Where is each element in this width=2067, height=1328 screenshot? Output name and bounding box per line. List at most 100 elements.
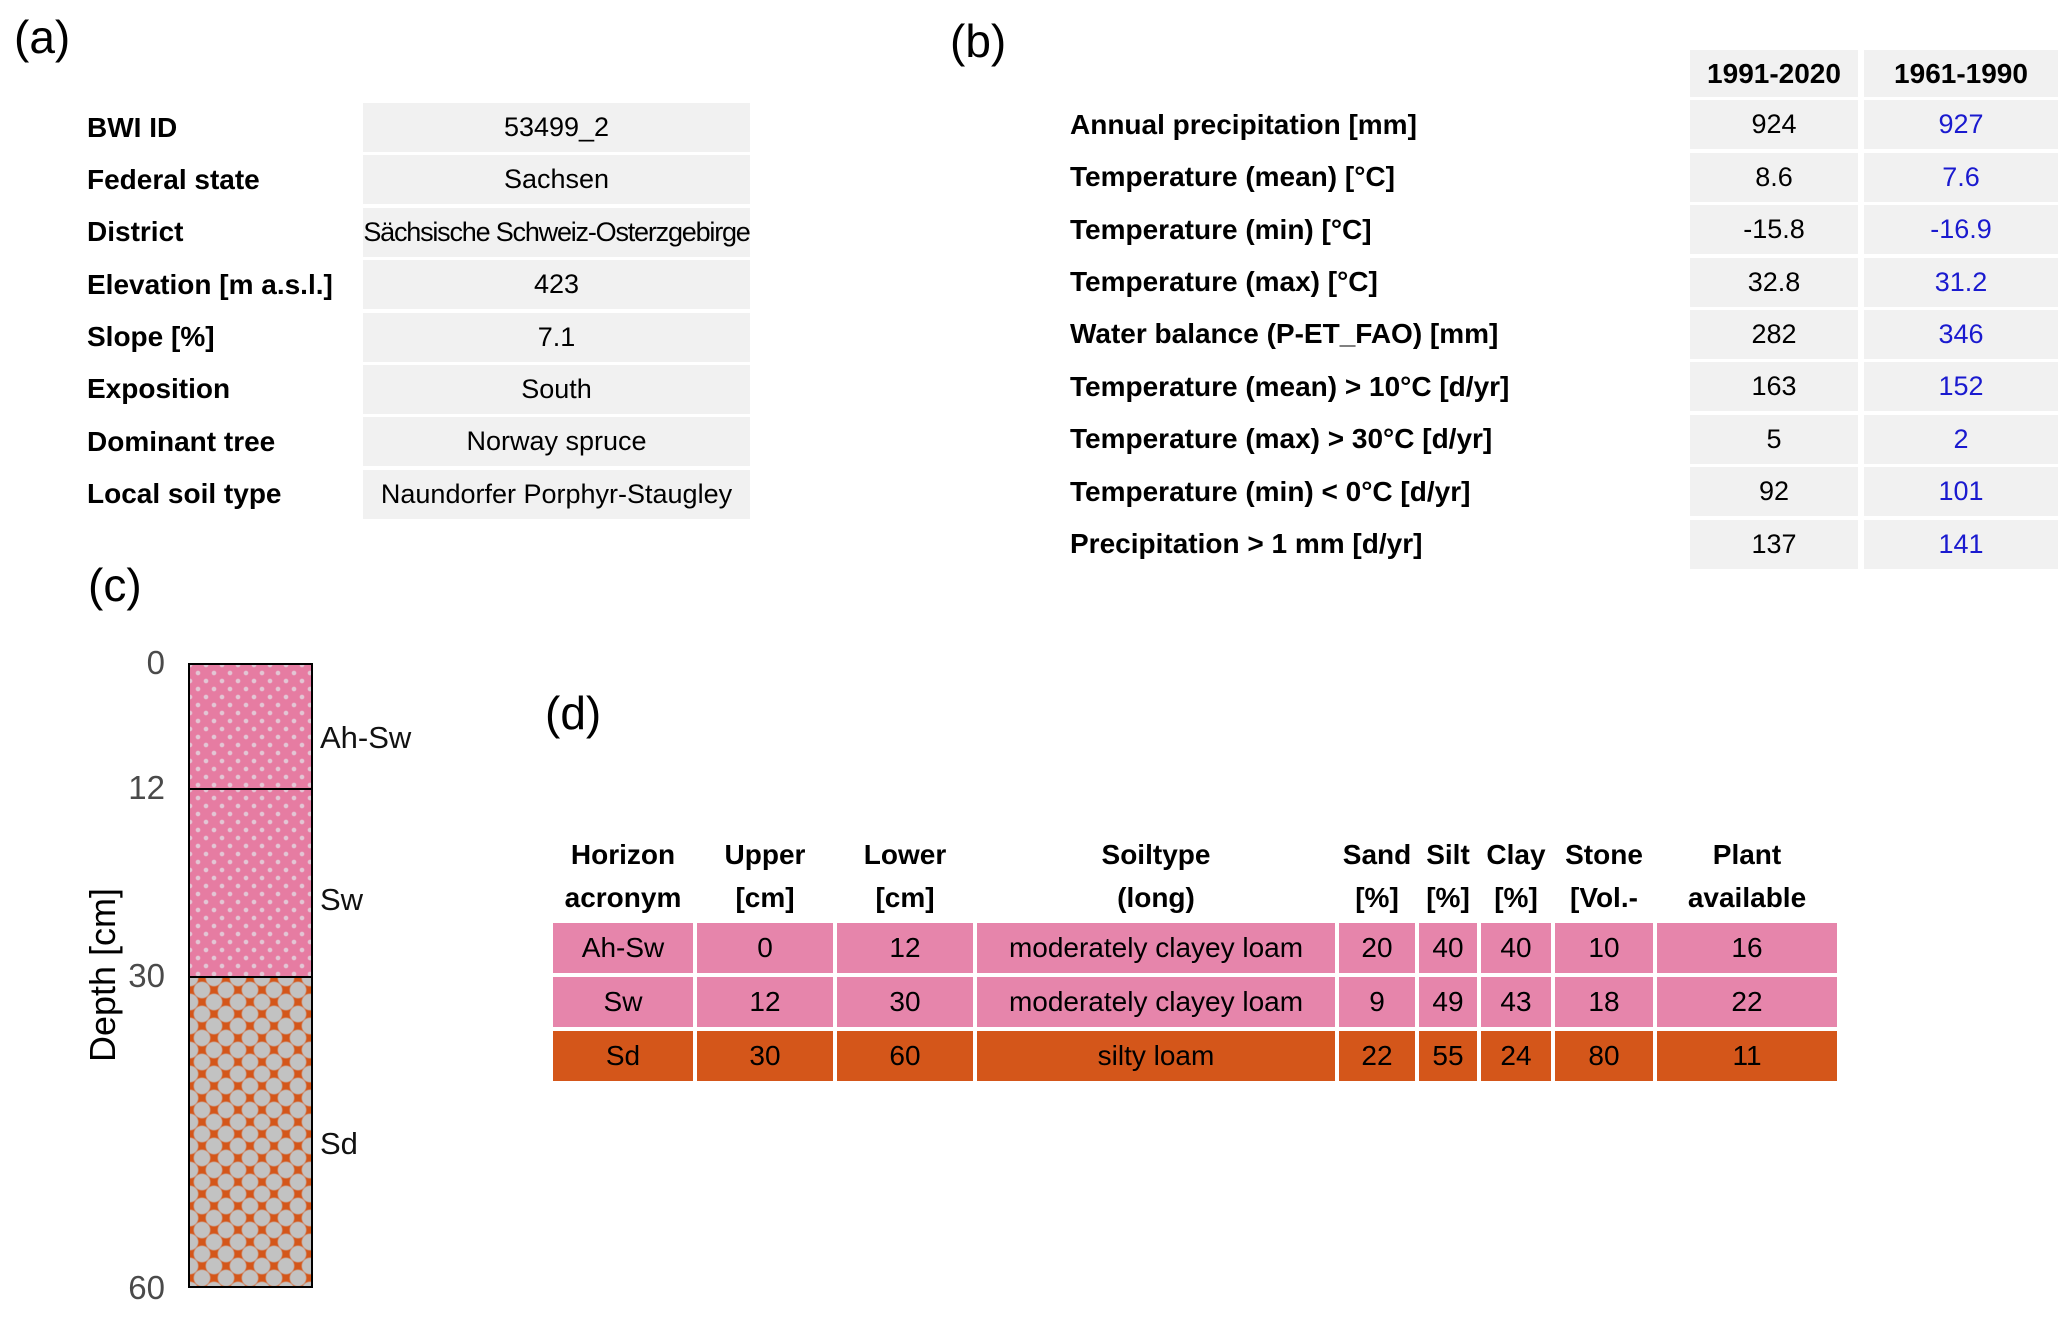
horizon-cell: 60 bbox=[837, 1031, 973, 1081]
site-row-label: Federal state bbox=[87, 163, 260, 195]
climate-value-reference: 141 bbox=[1864, 519, 2058, 569]
panel-c-letter: (c) bbox=[88, 559, 142, 611]
horizon-cell: 20 bbox=[1339, 923, 1415, 973]
soil-layer-sw bbox=[190, 788, 311, 976]
soil-layer-label-sd: Sd bbox=[320, 1126, 358, 1161]
panel-b-letter: (b) bbox=[950, 15, 1007, 67]
climate-value-current: 92 bbox=[1690, 467, 1858, 517]
depth-tick-60: 60 bbox=[128, 1269, 165, 1306]
horizon-header-lower: Lower [cm] bbox=[863, 839, 947, 913]
site-table: BWI ID 53499_2 Federal state Sachsen Dis… bbox=[87, 103, 751, 519]
site-row-label: Local soil type bbox=[87, 478, 282, 510]
horizon-cell: 40 bbox=[1481, 923, 1551, 973]
climate-row-label: Temperature (max) [°C] bbox=[1070, 266, 1378, 298]
horizon-cell: 12 bbox=[697, 977, 833, 1027]
climate-value-reference: 927 bbox=[1864, 100, 2058, 150]
horizon-row-sd: Sd 30 60 silty loam 22 55 24 80 11 bbox=[553, 1031, 1837, 1081]
horizon-header-upper: Upper [cm] bbox=[724, 839, 806, 913]
horizon-cell: 55 bbox=[1419, 1031, 1477, 1081]
site-row-label: Slope [%] bbox=[87, 321, 215, 353]
horizon-row-ah-sw: Ah-Sw 0 12 moderately clayey loam 20 40 … bbox=[553, 923, 1837, 973]
horizon-cell: moderately clayey loam bbox=[977, 977, 1335, 1027]
panel-d-letter: (d) bbox=[545, 687, 602, 739]
horizon-header-soiltype: Soiltype (long) bbox=[1101, 839, 1211, 913]
horizon-cell: 16 bbox=[1657, 923, 1837, 973]
horizon-header-sand: Sand [%] bbox=[1342, 839, 1412, 913]
climate-value-reference: 346 bbox=[1864, 309, 2058, 359]
horizon-cell: 22 bbox=[1657, 977, 1837, 1027]
climate-value-reference: 101 bbox=[1864, 467, 2058, 517]
site-row-value: 423 bbox=[363, 260, 750, 310]
site-row-label: BWI ID bbox=[87, 111, 178, 143]
horizon-cell: 12 bbox=[837, 923, 973, 973]
site-row-value: Naundorfer Porphyr-Staugley bbox=[363, 469, 750, 519]
horizon-row-sw: Sw 12 30 moderately clayey loam 9 49 43 … bbox=[553, 977, 1837, 1027]
horizon-cell: Sw bbox=[553, 977, 693, 1027]
climate-value-reference: 7.6 bbox=[1864, 152, 2058, 202]
climate-value-current: -15.8 bbox=[1690, 205, 1858, 255]
climate-value-current: 282 bbox=[1690, 309, 1858, 359]
depth-tick-30: 30 bbox=[128, 957, 165, 994]
horizon-cell: 30 bbox=[837, 977, 973, 1027]
horizon-cell: 11 bbox=[1657, 1031, 1837, 1081]
horizon-cell: 40 bbox=[1419, 923, 1477, 973]
horizon-cell: 80 bbox=[1555, 1031, 1653, 1081]
climate-table: 1991-2020 1961-1990 Annual precipitation… bbox=[1070, 50, 2058, 569]
horizon-cell: 0 bbox=[697, 923, 833, 973]
panel-a-letter: (a) bbox=[14, 11, 71, 63]
site-row-value: Sachsen bbox=[363, 155, 750, 205]
site-row-label: Dominant tree bbox=[87, 425, 276, 457]
climate-value-reference: 2 bbox=[1864, 414, 2058, 464]
climate-value-current: 32.8 bbox=[1690, 257, 1858, 307]
climate-row-label: Temperature (min) [°C] bbox=[1070, 213, 1372, 245]
climate-value-reference: 31.2 bbox=[1864, 257, 2058, 307]
horizon-header-silt: Silt [%] bbox=[1426, 839, 1470, 913]
climate-row-label: Temperature (max) > 30°C [d/yr] bbox=[1070, 423, 1493, 455]
horizon-cell: 30 bbox=[697, 1031, 833, 1081]
climate-row-label: Temperature (mean) [°C] bbox=[1070, 161, 1395, 193]
soil-layer-label-sw: Sw bbox=[320, 882, 364, 917]
climate-row-label: Temperature (mean) > 10°C [d/yr] bbox=[1070, 370, 1510, 402]
horizon-header-clay: Clay [%] bbox=[1486, 839, 1546, 913]
site-row-value: 53499_2 bbox=[363, 103, 750, 152]
depth-tick-12: 12 bbox=[128, 769, 165, 806]
climate-value-current: 8.6 bbox=[1690, 152, 1858, 202]
climate-value-current: 137 bbox=[1690, 519, 1858, 569]
horizon-cell: 22 bbox=[1339, 1031, 1415, 1081]
soil-layer-sd bbox=[190, 976, 311, 1286]
horizon-cell: 10 bbox=[1555, 923, 1653, 973]
climate-value-current: 924 bbox=[1690, 100, 1858, 150]
horizon-header-acronym: Horizon acronym bbox=[564, 839, 682, 913]
climate-value-current: 163 bbox=[1690, 362, 1858, 412]
climate-col-header-1961-1990: 1961-1990 bbox=[1864, 50, 2058, 97]
site-row-value: Sächsische Schweiz-Osterzgebirge bbox=[363, 207, 751, 257]
horizon-cell: moderately clayey loam bbox=[977, 923, 1335, 973]
horizon-cell: Ah-Sw bbox=[553, 923, 693, 973]
climate-row-label: Annual precipitation [mm] bbox=[1070, 108, 1417, 140]
horizon-cell: 18 bbox=[1555, 977, 1653, 1027]
horizon-cell: 43 bbox=[1481, 977, 1551, 1027]
soil-layer-label-ah-sw: Ah-Sw bbox=[320, 720, 412, 755]
climate-corner-cell bbox=[1070, 50, 1684, 97]
soil-layer-ah-sw bbox=[190, 665, 311, 788]
climate-value-reference: 152 bbox=[1864, 362, 2058, 412]
horizon-table-header: Horizon acronym Upper [cm] Lower [cm] Soilt… bbox=[553, 833, 1837, 962]
depth-tick-0: 0 bbox=[146, 644, 165, 681]
climate-row-label: Water balance (P-ET_FAO) [mm] bbox=[1070, 318, 1499, 350]
site-row-value: South bbox=[363, 364, 750, 414]
site-row-label: Exposition bbox=[87, 373, 231, 405]
climate-value-reference: -16.9 bbox=[1864, 205, 2058, 255]
horizon-cell: 9 bbox=[1339, 977, 1415, 1027]
horizon-cell: silty loam bbox=[977, 1031, 1335, 1081]
site-row-value: Norway spruce bbox=[363, 417, 750, 467]
climate-col-header-1991-2020: 1991-2020 bbox=[1690, 50, 1858, 97]
site-row-label: Elevation [m a.s.l.] bbox=[87, 268, 333, 300]
climate-row-label: Precipitation > 1 mm [d/yr] bbox=[1070, 528, 1423, 560]
site-row-label: District bbox=[87, 216, 184, 248]
climate-row-label: Temperature (min) < 0°C [d/yr] bbox=[1070, 475, 1471, 507]
climate-value-current: 5 bbox=[1690, 414, 1858, 464]
site-row-value: 7.1 bbox=[363, 312, 750, 362]
soil-profile-column bbox=[188, 663, 313, 1288]
horizon-cell: 49 bbox=[1419, 977, 1477, 1027]
